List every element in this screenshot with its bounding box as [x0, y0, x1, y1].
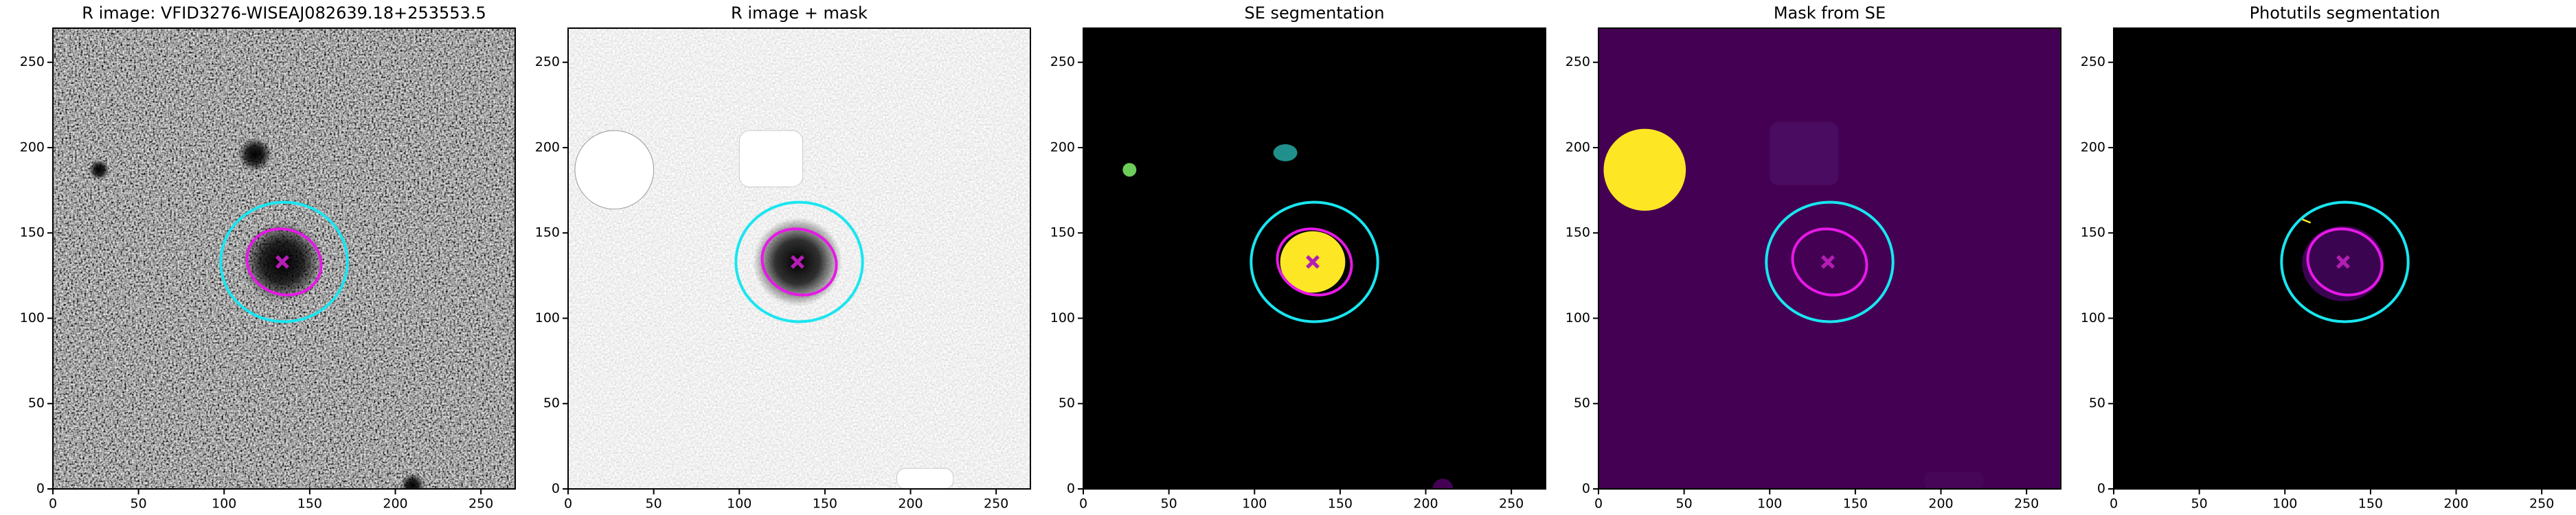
y-tick-label: 250: [2081, 54, 2105, 69]
x-tick-label: 250: [2014, 496, 2039, 512]
y-tick-label: 0: [2097, 481, 2105, 496]
y-tick-label: 150: [1050, 225, 1075, 240]
x-tick-label: 250: [1499, 496, 1524, 512]
x-tick-label: 100: [1757, 496, 1782, 512]
y-tick-label: 200: [20, 139, 45, 154]
panel-title: Mask from SE: [1774, 3, 1886, 23]
axes-frame: [567, 27, 1031, 490]
x-tick-label: 0: [49, 496, 57, 512]
image-panel: [53, 28, 515, 489]
x-tick-label: 150: [2358, 496, 2383, 512]
y-tick-label: 100: [1566, 310, 1590, 325]
x-tick-label: 100: [212, 496, 236, 512]
x-tick-label: 200: [1413, 496, 1438, 512]
image-panel: [568, 28, 1030, 489]
y-tick-label: 250: [20, 54, 45, 69]
x-tick-label: 100: [1242, 496, 1267, 512]
y-tick-label: 50: [1059, 396, 1075, 411]
x-tick-label: 150: [297, 496, 322, 512]
x-tick-label: 50: [1676, 496, 1693, 512]
y-tick-label: 100: [535, 310, 560, 325]
y-tick-label: 100: [1050, 310, 1075, 325]
axes-frame: [1083, 27, 1546, 490]
y-tick-label: 50: [28, 396, 45, 411]
y-tick-label: 250: [1566, 54, 1590, 69]
y-tick-label: 150: [1566, 225, 1590, 240]
x-tick-label: 200: [1928, 496, 1953, 512]
x-tick-label: 0: [2110, 496, 2118, 512]
panel-title: R image: VFID3276-WISEAJ082639.18+253553…: [82, 3, 486, 23]
image-panel: [1598, 28, 2061, 489]
x-tick-label: 50: [131, 496, 147, 512]
y-tick-label: 0: [552, 481, 560, 496]
x-tick-label: 150: [1843, 496, 1868, 512]
x-tick-label: 50: [2191, 496, 2208, 512]
y-tick-label: 200: [1566, 139, 1590, 154]
x-tick-label: 200: [898, 496, 923, 512]
panel-title: SE segmentation: [1245, 3, 1385, 23]
x-tick-label: 100: [727, 496, 752, 512]
y-tick-label: 150: [20, 225, 45, 240]
y-tick-label: 250: [1050, 54, 1075, 69]
x-tick-label: 50: [1161, 496, 1177, 512]
y-tick-label: 150: [535, 225, 560, 240]
image-panel: [1083, 28, 1546, 489]
x-tick-label: 0: [1594, 496, 1603, 512]
y-tick-label: 0: [36, 481, 45, 496]
y-tick-label: 250: [535, 54, 560, 69]
x-tick-label: 250: [468, 496, 493, 512]
x-tick-label: 200: [2443, 496, 2468, 512]
y-tick-label: 50: [1574, 396, 1590, 411]
panel-title: Photutils segmentation: [2250, 3, 2441, 23]
x-tick-label: 200: [383, 496, 407, 512]
x-tick-label: 100: [2272, 496, 2297, 512]
axes-frame: [1598, 27, 2061, 490]
y-tick-label: 200: [2081, 139, 2105, 154]
y-tick-label: 150: [2081, 225, 2105, 240]
x-tick-label: 50: [646, 496, 662, 512]
y-tick-label: 200: [1050, 139, 1075, 154]
y-tick-label: 0: [1067, 481, 1075, 496]
y-tick-label: 100: [20, 310, 45, 325]
y-tick-label: 50: [543, 396, 560, 411]
x-tick-label: 0: [564, 496, 572, 512]
x-tick-label: 0: [1079, 496, 1087, 512]
y-tick-label: 200: [535, 139, 560, 154]
image-panel: [2114, 28, 2576, 489]
x-tick-label: 150: [1328, 496, 1353, 512]
axes-frame: [2113, 27, 2576, 490]
panel-title: R image + mask: [731, 3, 868, 23]
x-tick-label: 150: [813, 496, 837, 512]
y-tick-label: 100: [2081, 310, 2105, 325]
axes-frame: [52, 27, 516, 490]
x-tick-label: 250: [984, 496, 1008, 512]
y-tick-label: 50: [2089, 396, 2105, 411]
y-tick-label: 0: [1582, 481, 1590, 496]
x-tick-label: 250: [2529, 496, 2554, 512]
